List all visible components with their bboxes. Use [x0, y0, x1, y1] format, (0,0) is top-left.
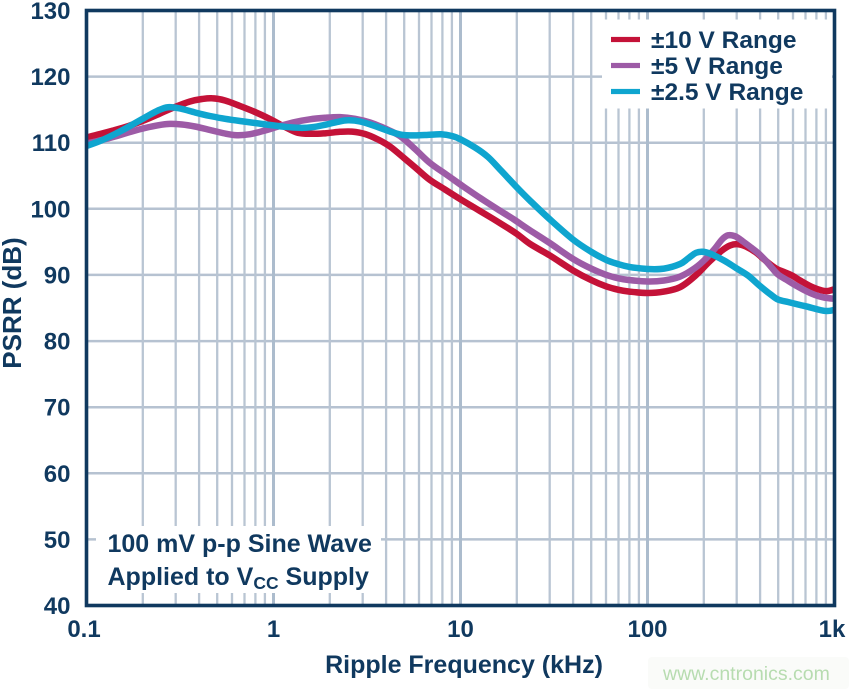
svg-text:130: 130 [30, 0, 70, 25]
svg-text:60: 60 [44, 461, 71, 488]
svg-text:120: 120 [30, 64, 70, 91]
svg-text:90: 90 [44, 262, 71, 289]
svg-text:100: 100 [30, 196, 70, 223]
svg-text:±2.5 V Range: ±2.5 V Range [651, 79, 803, 106]
svg-text:100 mV p-p Sine Wave: 100 mV p-p Sine Wave [108, 530, 373, 558]
svg-text:50: 50 [44, 527, 71, 554]
svg-text:80: 80 [44, 329, 71, 356]
svg-text:1: 1 [267, 616, 280, 643]
svg-text:70: 70 [44, 395, 71, 422]
svg-text:±5 V Range: ±5 V Range [651, 53, 783, 80]
svg-text:PSRR (dB): PSRR (dB) [0, 237, 27, 368]
svg-text:110: 110 [32, 130, 71, 157]
svg-text:Ripple Frequency (kHz): Ripple Frequency (kHz) [325, 651, 603, 679]
svg-text:0.1: 0.1 [67, 616, 100, 643]
svg-text:100: 100 [627, 616, 667, 643]
svg-text:10: 10 [447, 616, 474, 643]
svg-text:40: 40 [44, 593, 71, 620]
svg-text:www.cntronics.com: www.cntronics.com [662, 663, 830, 685]
svg-text:1k: 1k [819, 616, 846, 643]
svg-text:Applied to VCC Supply: Applied to VCC Supply [108, 563, 369, 593]
svg-text:±10 V Range: ±10 V Range [651, 27, 797, 54]
